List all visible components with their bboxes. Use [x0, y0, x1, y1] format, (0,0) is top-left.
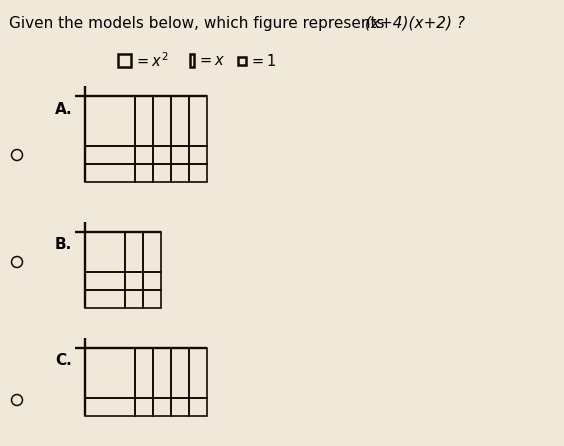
Bar: [189, 398, 207, 416]
Bar: [153, 96, 171, 146]
Bar: [135, 146, 153, 164]
Bar: [143, 272, 161, 290]
Bar: [189, 96, 207, 146]
Bar: [118, 54, 131, 67]
Bar: [143, 232, 161, 272]
Text: B.: B.: [55, 237, 72, 252]
Bar: [153, 146, 171, 164]
Bar: [85, 398, 135, 416]
Bar: [171, 146, 189, 164]
Bar: [143, 290, 161, 308]
Text: (x+4)(x+2) ?: (x+4)(x+2) ?: [365, 16, 465, 31]
Bar: [125, 232, 143, 272]
Bar: [171, 348, 189, 398]
Bar: [85, 290, 125, 308]
Bar: [190, 54, 194, 67]
Bar: [85, 96, 135, 146]
Bar: [135, 398, 153, 416]
Bar: [153, 164, 171, 182]
Bar: [125, 272, 143, 290]
Bar: [85, 272, 125, 290]
Text: A.: A.: [55, 102, 73, 117]
Text: Given the models below, which figure represents: Given the models below, which figure rep…: [9, 16, 389, 31]
Bar: [238, 57, 246, 65]
Bar: [171, 96, 189, 146]
Bar: [85, 146, 135, 164]
Bar: [135, 96, 153, 146]
Bar: [85, 164, 135, 182]
Bar: [135, 348, 153, 398]
Bar: [189, 146, 207, 164]
Bar: [153, 348, 171, 398]
Bar: [171, 398, 189, 416]
Text: $= x^2$: $= x^2$: [134, 51, 169, 70]
Text: C.: C.: [55, 353, 72, 368]
Bar: [189, 164, 207, 182]
Text: $= 1$: $= 1$: [249, 53, 277, 69]
Bar: [153, 398, 171, 416]
Bar: [85, 348, 135, 398]
Bar: [85, 232, 125, 272]
Bar: [125, 290, 143, 308]
Bar: [171, 164, 189, 182]
Bar: [135, 164, 153, 182]
Bar: [189, 348, 207, 398]
Text: $= x$: $= x$: [197, 53, 226, 68]
